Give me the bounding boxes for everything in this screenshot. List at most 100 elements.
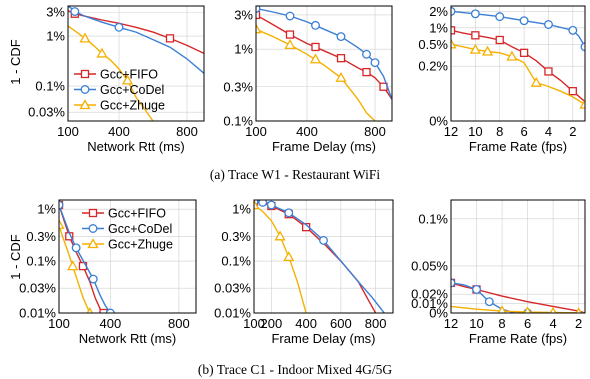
legend-label: Gcc+CoDel	[100, 83, 164, 97]
plot-frame	[450, 5, 586, 122]
x-axis-label: Frame Delay (ms)	[271, 331, 375, 346]
legend-marker	[88, 224, 98, 233]
x-tick-label: 800	[364, 124, 386, 139]
y-tick-label: 0.01%	[19, 306, 56, 321]
legend-label: Gcc+Zhuge	[108, 238, 173, 252]
chart-6: 0.1% 0.05% 0.02%0.01%0%12 10 8 6 4 2 Frame Rate …	[411, 199, 586, 346]
x-tick-label: 2	[569, 124, 576, 139]
data-point	[519, 48, 529, 57]
y-tick-label: 0.05%	[411, 258, 448, 273]
data-point	[336, 32, 346, 42]
x-tick-label: 800	[176, 124, 198, 139]
x-tick-label: 100	[243, 316, 265, 331]
x-tick-label: 400	[108, 124, 130, 139]
data-point	[59, 218, 65, 229]
data-point	[67, 260, 79, 271]
plot-frame	[253, 199, 394, 314]
series-line	[451, 305, 585, 313]
x-tick-label: 6	[520, 124, 527, 139]
data-point	[469, 43, 481, 54]
plot-frame	[450, 199, 586, 314]
plot-frame	[67, 5, 205, 122]
data-point	[96, 47, 108, 58]
series-gcc-fifo	[59, 200, 108, 313]
legend-marker	[80, 69, 90, 79]
data-point	[506, 50, 518, 61]
caption-b: (b) Trace C1 - Indoor Mixed 4G/5G	[198, 362, 392, 377]
x-tick-label: 8	[498, 316, 505, 331]
series-gcc-codel	[451, 6, 585, 52]
plot-frame	[255, 5, 393, 122]
caption-a: (a) Trace W1 - Restaurant WiFi	[210, 167, 381, 182]
data-point	[105, 308, 115, 313]
data-point	[471, 31, 480, 40]
y-tick-label: 1%	[429, 20, 448, 35]
y-tick-label: 0.02%	[411, 287, 448, 302]
data-point	[284, 39, 296, 50]
x-tick-label: 4	[549, 316, 556, 331]
ylabel-bottom: 1 - CDF	[8, 234, 23, 280]
data-point	[99, 308, 108, 313]
data-point	[530, 76, 542, 87]
y-tick-label: 0.01%	[214, 306, 251, 321]
series-gcc-zhuge	[59, 218, 94, 313]
y-tick-label: 0.1%	[221, 254, 251, 269]
data-point	[568, 87, 577, 96]
y-tick-label: 0.1%	[35, 79, 65, 94]
data-point	[336, 54, 346, 63]
data-point	[523, 306, 532, 313]
legend-marker	[87, 238, 99, 249]
y-tick-label: 0%	[429, 114, 448, 129]
data-point	[121, 74, 134, 85]
data-point	[549, 306, 557, 313]
y-tick-label: 0.1%	[418, 211, 448, 226]
y-tick-label: 0.2%	[418, 59, 448, 74]
data-point	[451, 26, 456, 35]
y-tick-label: 0.03%	[19, 281, 56, 296]
data-point	[495, 35, 504, 45]
data-point	[335, 71, 347, 82]
data-point	[544, 67, 553, 76]
y-tick-label: 1%	[232, 202, 251, 217]
series-gcc-codel	[68, 6, 204, 74]
series-line	[59, 204, 111, 313]
series-gcc-fifo	[256, 10, 392, 100]
data-point	[497, 305, 507, 313]
y-tick-label: 0.3%	[26, 229, 56, 244]
plot-frame	[58, 199, 197, 314]
series-line	[68, 25, 154, 121]
data-point	[266, 200, 276, 210]
data-point	[274, 230, 286, 241]
series-gcc-zhuge	[451, 38, 585, 109]
data-point	[451, 38, 457, 49]
y-tick-label: 1%	[46, 29, 65, 44]
legend-marker	[79, 99, 91, 110]
data-point	[71, 243, 81, 253]
y-tick-label: 0.3%	[223, 79, 253, 94]
series-line	[254, 200, 385, 313]
legend-marker	[88, 208, 98, 218]
series-gcc-fifo	[451, 26, 585, 103]
data-point	[256, 23, 262, 34]
x-tick-label: 2	[575, 316, 582, 331]
series-line	[256, 7, 392, 100]
x-tick-label: 4	[545, 124, 552, 139]
ylabel-top: 1 - CDF	[8, 39, 23, 85]
x-tick-label: 10	[469, 316, 483, 331]
x-axis-label: Frame Rate (fps)	[469, 331, 567, 346]
data-point	[284, 208, 294, 218]
y-tick-label: 0.1%	[26, 254, 56, 269]
data-point	[70, 7, 80, 16]
x-tick-label: 200	[261, 316, 283, 331]
y-tick-label: 0%	[429, 306, 448, 321]
x-tick-label: 800	[365, 316, 387, 331]
data-point	[568, 25, 578, 35]
series-line	[256, 28, 376, 121]
data-point	[309, 53, 322, 64]
